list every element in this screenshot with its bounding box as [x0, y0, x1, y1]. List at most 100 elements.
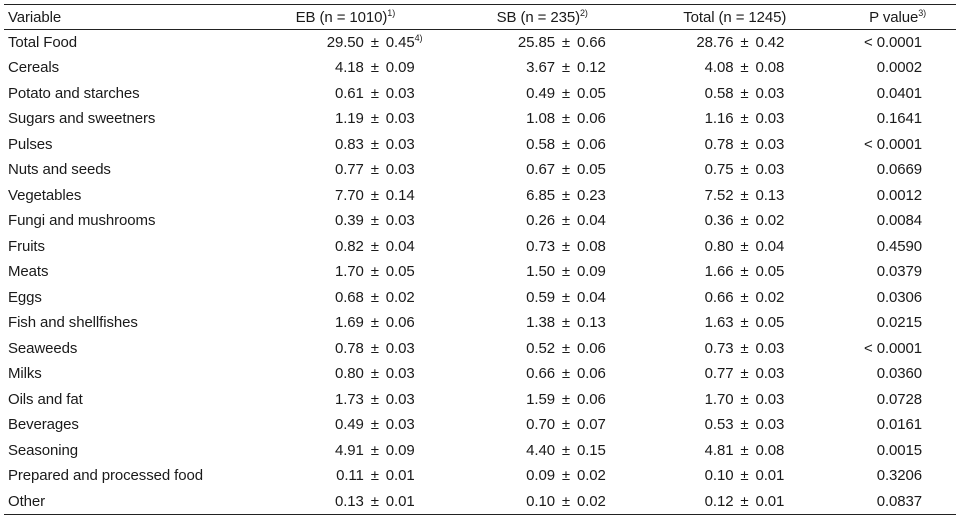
sb-se-value: 0.02 — [576, 467, 606, 485]
eb-mean-se: 29.50 ±0.454) — [304, 33, 423, 52]
plus-minus-symbol: ± — [740, 339, 749, 357]
variable-cell: Oils and fat — [8, 390, 83, 408]
table-row: Fungi and mushrooms 0.39 ±0.03 0.26 ±0.04 0.3… — [4, 208, 956, 234]
p-value-cell: 0.0161 — [876, 416, 922, 434]
sb-cell: 1.08 ±0.06 — [443, 106, 642, 132]
total-se-value: 0.02 — [755, 288, 785, 306]
plus-minus-symbol: ± — [370, 441, 379, 459]
total-mean: 1.63 — [704, 314, 734, 332]
total-se: 0.05 — [755, 263, 791, 280]
eb-se: 0.01 — [386, 493, 422, 510]
eb-mean: 4.18 — [334, 59, 364, 77]
eb-cell: 0.39 ±0.03 — [248, 208, 443, 234]
eb-se: 0.03 — [386, 391, 422, 408]
total-se-value: 0.03 — [755, 161, 785, 179]
sb-mean: 4.40 — [526, 441, 555, 459]
sb-se: 0.06 — [577, 365, 613, 382]
eb-mean-se: 1.73 ±0.03 — [304, 391, 422, 408]
sb-mean-se: 1.08 ±0.06 — [495, 110, 613, 127]
plus-minus-symbol: ± — [370, 34, 379, 51]
plus-minus-symbol: ± — [740, 84, 749, 102]
sb-se-value: 0.06 — [576, 135, 606, 153]
eb-se: 0.05 — [386, 263, 422, 280]
eb-se: 0.02 — [386, 289, 422, 306]
p-value-cell: < 0.0001 — [863, 135, 922, 153]
plus-minus-symbol: ± — [561, 416, 571, 434]
eb-se: 0.03 — [386, 365, 422, 382]
plus-minus-symbol: ± — [561, 339, 571, 357]
variable-cell: Beverages — [8, 416, 79, 434]
total-cell: 0.10 ±0.01 — [641, 463, 828, 489]
total-se-value: 0.05 — [755, 314, 785, 332]
sb-cell: 0.26 ±0.04 — [443, 208, 642, 234]
total-mean: 7.52 — [704, 186, 734, 204]
sb-cell: 0.67 ±0.05 — [443, 157, 642, 183]
sb-mean-se: 0.58 ±0.06 — [495, 136, 613, 153]
sb-mean-se: 25.85 ±0.66 — [495, 34, 613, 51]
eb-mean: 0.13 — [334, 492, 364, 510]
sb-mean-se: 0.09 ±0.02 — [495, 467, 613, 484]
sb-mean-se: 0.70 ±0.07 — [495, 416, 613, 433]
eb-mean: 1.73 — [334, 390, 364, 408]
eb-mean-se: 1.70 ±0.05 — [304, 263, 422, 280]
sb-se: 0.66 — [577, 34, 613, 51]
header-sb-footnote: 2) — [580, 7, 588, 18]
food-intake-table: Variable EB (n = 1010)1) SB (n = 235)2) … — [4, 4, 956, 515]
total-se: 0.04 — [755, 238, 791, 255]
eb-cell: 0.83 ±0.03 — [248, 132, 443, 158]
eb-mean-se: 0.49 ±0.03 — [304, 416, 422, 433]
eb-mean-se: 0.83 ±0.03 — [304, 136, 422, 153]
sb-cell: 0.70 ±0.07 — [443, 412, 642, 438]
eb-se: 0.03 — [386, 136, 422, 153]
sb-se: 0.09 — [577, 263, 613, 280]
table-body: Total Food 29.50 ±0.454) 25.85 ±0.66 28.76 ±0.… — [4, 30, 956, 515]
total-se-value: 0.03 — [755, 416, 785, 434]
eb-mean-se: 1.19 ±0.03 — [304, 110, 422, 127]
eb-cell: 0.13 ±0.01 — [247, 488, 443, 515]
sb-cell: 0.09 ±0.02 — [443, 463, 642, 489]
sb-se-value: 0.07 — [576, 416, 606, 434]
eb-mean-se: 4.91 ±0.09 — [304, 442, 422, 459]
sb-se-value: 0.13 — [576, 314, 606, 332]
total-cell: 0.73 ±0.03 — [641, 336, 828, 362]
total-se-value: 0.08 — [755, 59, 785, 77]
eb-mean-se: 1.69 ±0.06 — [304, 314, 422, 331]
sb-mean: 1.08 — [526, 110, 555, 128]
header-variable-label: Variable — [8, 8, 62, 26]
total-mean: 1.66 — [704, 263, 734, 281]
eb-mean: 1.19 — [334, 110, 364, 128]
eb-cell: 0.11 ±0.01 — [248, 463, 443, 489]
p-value-cell: < 0.0001 — [863, 34, 922, 51]
sb-cell: 4.40 ±0.15 — [443, 438, 642, 464]
sb-se: 0.02 — [577, 493, 613, 510]
plus-minus-symbol: ± — [740, 314, 749, 332]
eb-footnote: 4) — [414, 33, 423, 43]
table-header: Variable EB (n = 1010)1) SB (n = 235)2) … — [4, 4, 956, 30]
total-mean-se: 0.10 ±0.01 — [673, 467, 791, 484]
plus-minus-symbol: ± — [740, 135, 749, 153]
plus-minus-symbol: ± — [370, 314, 379, 332]
plus-minus-symbol: ± — [561, 135, 571, 153]
eb-mean: 1.69 — [334, 314, 364, 332]
plus-minus-symbol: ± — [561, 441, 571, 459]
p-value-cell: 0.1641 — [876, 110, 922, 128]
total-mean-se: 1.70 ±0.03 — [673, 391, 791, 408]
p-value-cell: 0.0360 — [876, 365, 922, 383]
sb-se-value: 0.06 — [576, 339, 606, 357]
total-cell: 1.70 ±0.03 — [641, 387, 828, 413]
eb-cell: 1.73 ±0.03 — [248, 387, 443, 413]
plus-minus-symbol: ± — [370, 59, 379, 77]
total-cell: 4.08 ±0.08 — [641, 55, 828, 81]
total-mean-se: 4.81 ±0.08 — [673, 442, 791, 459]
total-se-value: 0.03 — [755, 84, 785, 102]
total-mean-se: 1.66 ±0.05 — [673, 263, 791, 280]
eb-se-value: 0.01 — [385, 492, 415, 510]
total-mean-se: 0.73 ±0.03 — [673, 340, 791, 357]
sb-mean: 0.67 — [526, 161, 555, 179]
total-se: 0.03 — [755, 391, 791, 408]
total-se: 0.42 — [755, 34, 791, 51]
total-se-value: 0.03 — [755, 390, 785, 408]
total-se: 0.05 — [755, 314, 791, 331]
eb-se: 0.09 — [386, 442, 422, 459]
